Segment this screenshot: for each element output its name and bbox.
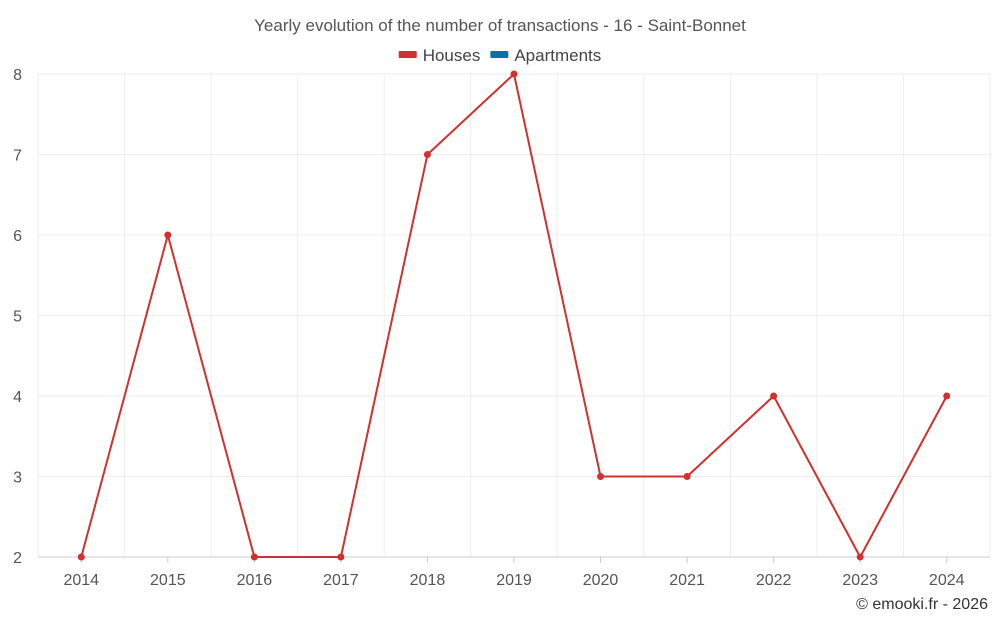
y-tick-label: 2: [13, 550, 22, 567]
axes: 2 3 4 5 6 7 8 2014 2015 2016 2017 2018 2019 2020 2021 2…: [13, 67, 990, 589]
y-tick-label: 6: [13, 228, 22, 245]
legend-swatch-apartments: [490, 51, 509, 58]
legend-label-apartments: Apartments: [514, 46, 601, 65]
grid: [37, 73, 991, 557]
data-point: [510, 70, 518, 78]
data-point: [250, 553, 258, 561]
x-tick-label: 2020: [583, 572, 619, 589]
data-point: [597, 473, 605, 480]
data-point: [77, 553, 85, 561]
series-layer: [77, 70, 951, 561]
y-tick-label: 5: [13, 309, 22, 326]
credit-text: © emooki.fr - 2026: [856, 596, 988, 613]
legend-label-houses: Houses: [423, 46, 481, 65]
data-point: [683, 473, 691, 480]
x-tick-label: 2024: [929, 572, 965, 589]
data-point: [164, 231, 172, 239]
x-tick-label: 2015: [150, 572, 186, 589]
data-point: [856, 553, 864, 561]
x-tick-label: 2014: [63, 572, 99, 589]
chart-title: Yearly evolution of the number of transa…: [254, 16, 746, 35]
data-point: [943, 392, 951, 400]
x-tick-label: 2019: [496, 572, 532, 589]
x-tick-label: 2023: [842, 572, 878, 589]
data-point: [337, 553, 345, 561]
legend-swatch-houses: [398, 51, 417, 58]
x-tick-label: 2017: [323, 572, 359, 589]
x-tick-label: 2022: [756, 572, 792, 589]
y-tick-label: 8: [13, 67, 22, 84]
data-point: [770, 392, 778, 400]
y-tick-label: 3: [13, 470, 22, 487]
x-tick-label: 2016: [237, 572, 273, 589]
legend: Houses Apartments: [398, 46, 601, 65]
y-tick-label: 7: [13, 148, 22, 165]
x-tick-label: 2018: [410, 572, 446, 589]
y-tick-label: 4: [13, 389, 22, 406]
x-tick-label: 2021: [669, 572, 705, 589]
data-point: [423, 151, 431, 158]
